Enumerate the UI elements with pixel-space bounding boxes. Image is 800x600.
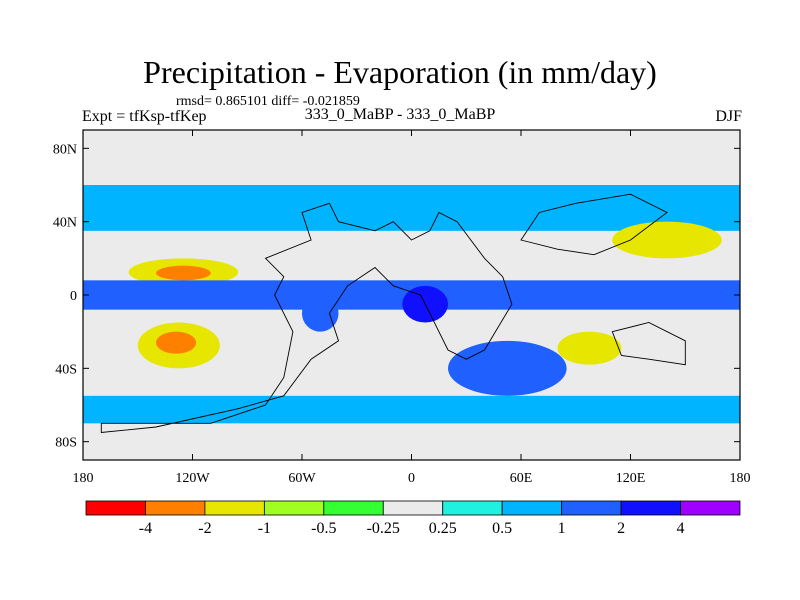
x-tick-label: 60W (288, 471, 316, 486)
longitude-axis: 180 120W 60W 0 60E 120E 180 (73, 130, 751, 486)
colorbar: -4 -2 -1 -0.5 -0.25 0.25 0.5 1 2 4 (85, 500, 741, 537)
colorbar-swatch (204, 500, 265, 516)
colorbar-swatch (442, 500, 503, 516)
field-region-1 (83, 185, 740, 231)
colorbar-swatch (501, 500, 563, 516)
season-label: DJF (715, 108, 742, 125)
continent-outlines (100, 193, 686, 433)
y-tick-label: 80S (55, 436, 77, 451)
y-tick-label: 0 (70, 289, 77, 304)
field-region-7 (156, 331, 197, 354)
contour-field (83, 130, 740, 460)
colorbar-level-label: 2 (617, 520, 625, 537)
continent-outline-2 (611, 322, 686, 366)
x-tick-label: 180 (730, 471, 751, 486)
y-tick-label: 40N (53, 216, 77, 231)
colorbar-level-label: -4 (139, 520, 152, 537)
latitude-axis: 80N 40N 0 40S 80S (53, 142, 740, 451)
colorbar-level-label: 1 (558, 520, 566, 537)
x-tick-label: 120W (175, 471, 210, 486)
field-region-3 (156, 265, 211, 281)
experiment-label: Expt = tfKsp-tfKep (82, 108, 207, 125)
colorbar-level-label: 0.25 (429, 520, 457, 537)
y-tick-label: 80N (53, 142, 77, 157)
rmsd-diff-stats: rmsd= 0.865101 diff= -0.021859 (176, 94, 360, 109)
colorbar-swatch (85, 500, 146, 516)
field-region-11 (557, 331, 622, 365)
colorbar-level-label: -0.25 (367, 520, 400, 537)
continent-outline-0 (100, 202, 513, 433)
colorbar-swatch (323, 500, 384, 516)
colorbar-swatch (382, 500, 444, 516)
colorbar-level-label: 0.5 (492, 520, 512, 537)
case-subtitle: 333_0_MaBP - 333_0_MaBP (304, 106, 496, 123)
continent-outline-1 (520, 193, 668, 256)
y-tick-label: 40S (55, 362, 77, 377)
colorbar-swatch (145, 500, 206, 516)
colorbar-level-label: -2 (198, 520, 211, 537)
x-tick-label: 60E (510, 471, 533, 486)
field-region-12 (83, 395, 740, 424)
field-region-8 (302, 295, 339, 332)
colorbar-swatch (620, 500, 681, 516)
field-region-10 (448, 340, 567, 396)
field-region-0 (83, 130, 740, 185)
figure-title: Precipitation - Evaporation (in mm/day) (143, 54, 657, 90)
colorbar-level-label: -0.5 (311, 520, 336, 537)
x-tick-label: 120E (616, 471, 646, 486)
colorbar-level-label: -1 (258, 520, 271, 537)
x-tick-label: 180 (73, 471, 94, 486)
colorbar-swatch (561, 500, 622, 516)
colorbar-level-label: 4 (677, 520, 685, 537)
colorbar-swatch (680, 500, 741, 516)
field-region-4 (612, 221, 722, 259)
colorbar-swatch (263, 500, 325, 516)
x-tick-label: 0 (408, 471, 415, 486)
